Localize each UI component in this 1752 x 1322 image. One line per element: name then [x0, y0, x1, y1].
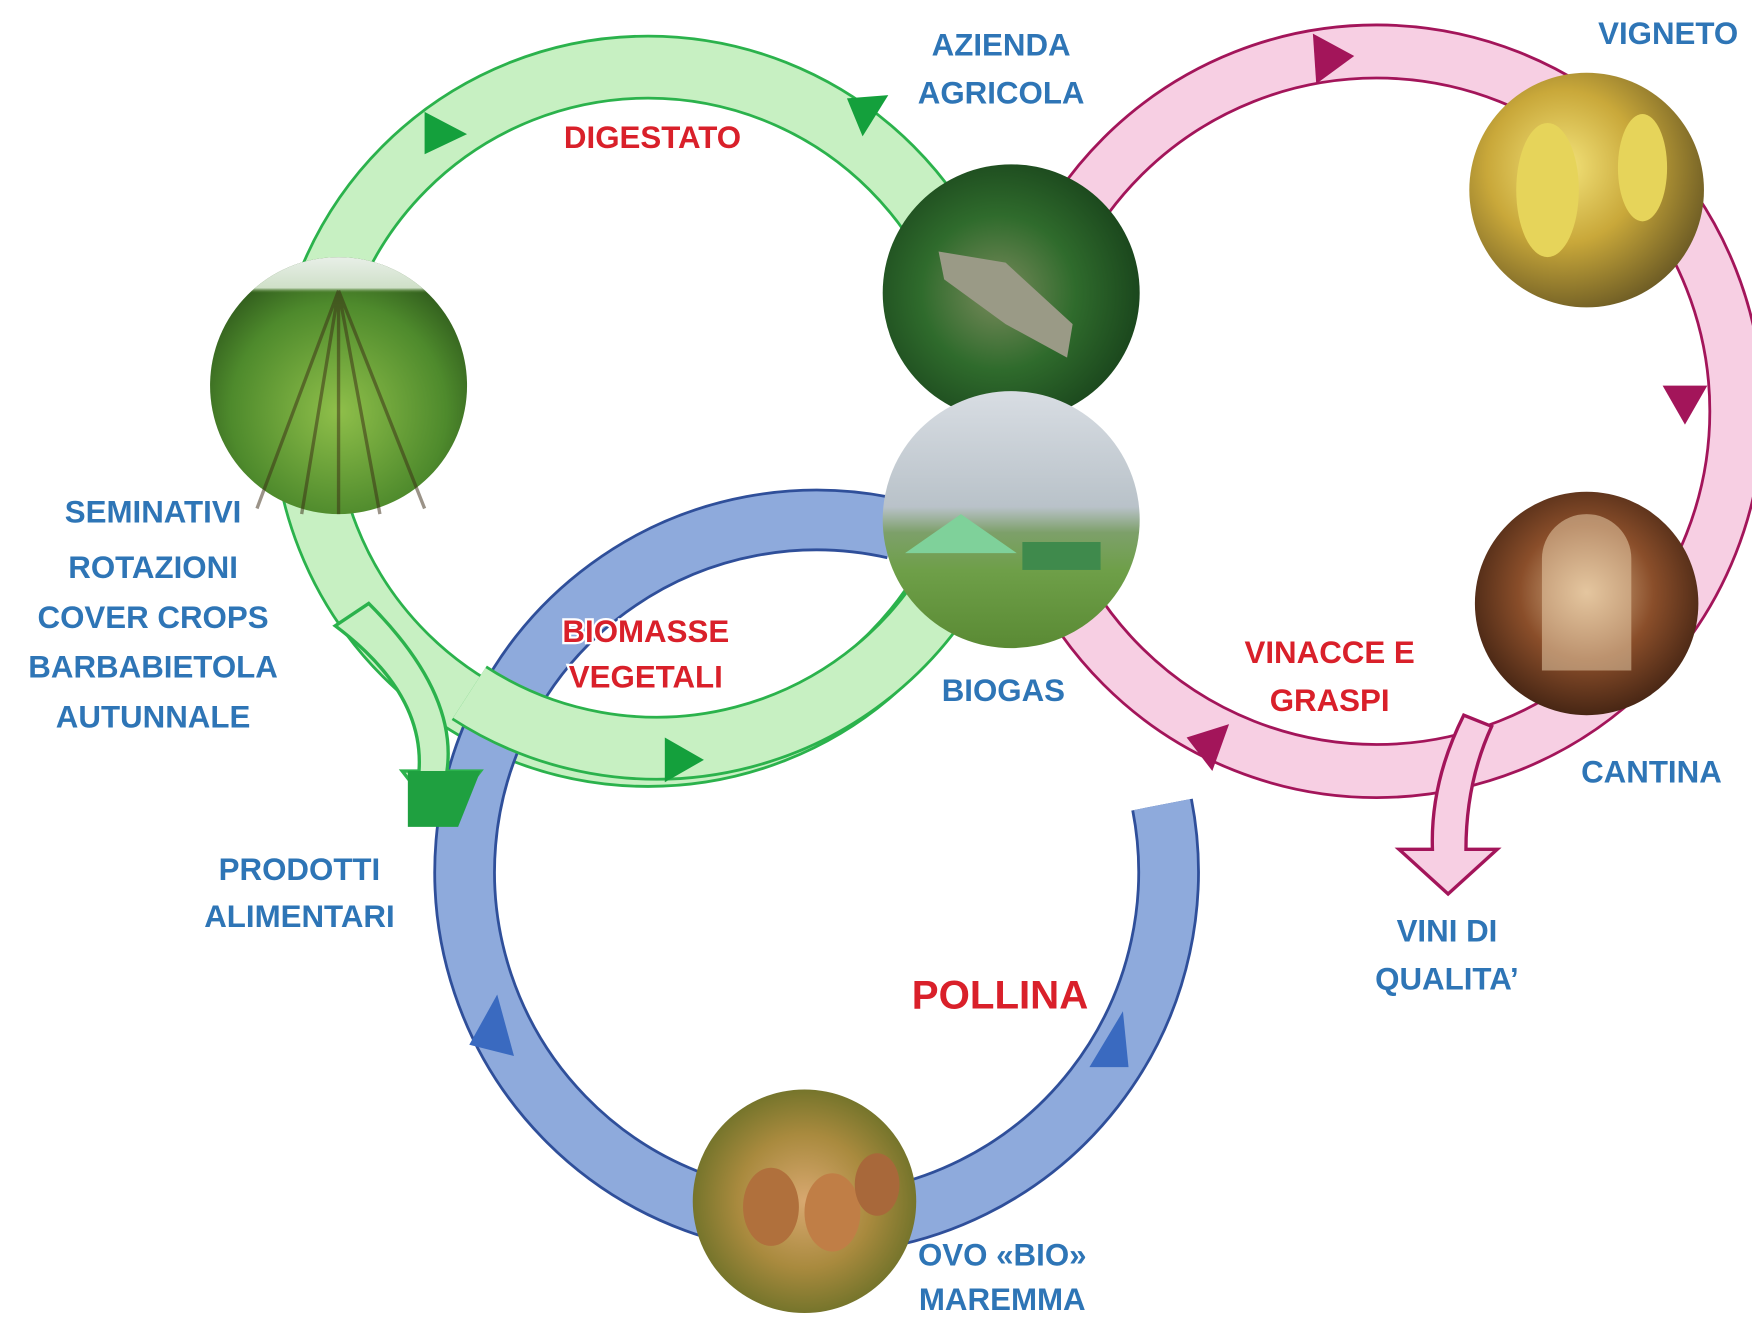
page: AZIENDA AGRICOLA VIGNETO SEMINATIVI ROTAZION… [0, 0, 1752, 1322]
place-label: COVER CROPS [38, 600, 269, 635]
photo-castle [883, 164, 1140, 421]
flow-label: DIGESTATO [564, 120, 741, 155]
place-label: PRODOTTI [219, 852, 381, 887]
flow-label: VEGETALI [569, 660, 723, 695]
flow-label: GRASPI [1270, 683, 1390, 718]
photo-field [210, 257, 467, 514]
flow-label: VINACCE E [1245, 635, 1415, 670]
place-label: VIGNETO [1598, 16, 1738, 51]
place-label: SEMINATIVI [65, 494, 242, 529]
diagram: AZIENDA AGRICOLA VIGNETO SEMINATIVI ROTAZION… [0, 0, 1752, 1322]
flow-label: POLLINA [912, 973, 1089, 1018]
place-label: AUTUNNALE [56, 699, 251, 734]
photo-biogas [883, 391, 1140, 648]
place-label: CANTINA [1581, 755, 1722, 790]
place-label: AZIENDA [932, 27, 1071, 62]
photo-cellar [1475, 492, 1698, 715]
flow-label: BIOMASSE [562, 614, 729, 649]
place-label: MAREMMA [919, 1282, 1086, 1317]
place-label: ROTAZIONI [68, 550, 238, 585]
place-label: VINI DI [1397, 913, 1498, 948]
place-label: BARBABIETOLA [28, 650, 278, 685]
place-label: OVO «BIO» [918, 1237, 1087, 1272]
photo-hens [693, 1090, 916, 1313]
place-label: QUALITA’ [1375, 961, 1519, 996]
place-label: BIOGAS [942, 673, 1065, 708]
place-label: ALIMENTARI [204, 899, 394, 934]
photo-vineyard [1469, 73, 1704, 308]
place-label: AGRICOLA [918, 75, 1085, 110]
